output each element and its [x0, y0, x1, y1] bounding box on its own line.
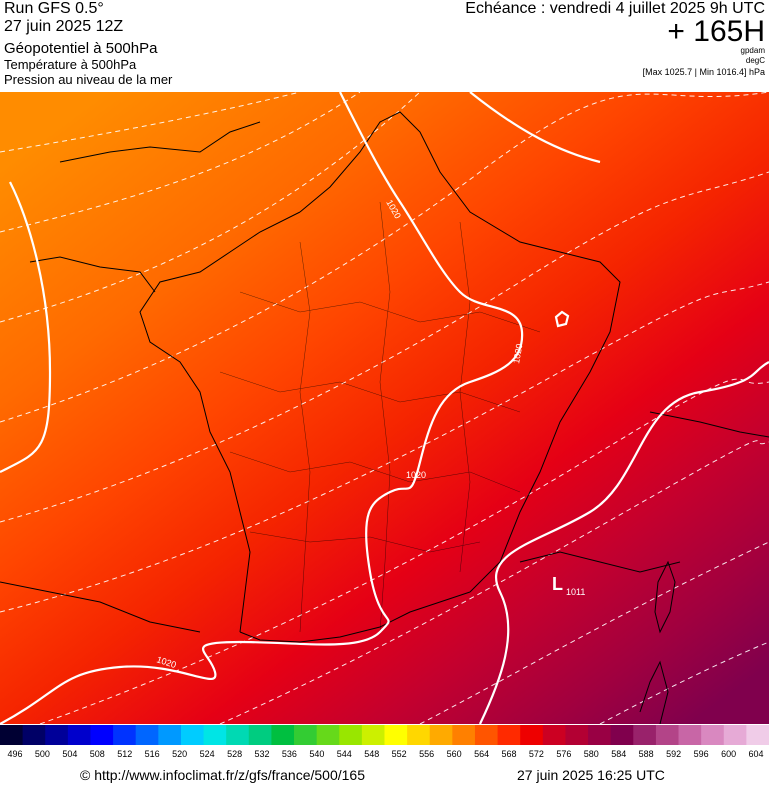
color-scale-swatch [678, 725, 702, 745]
color-scale-swatch [67, 725, 91, 745]
color-scale-tick: 596 [693, 749, 709, 759]
source-url: © http://www.infoclimat.fr/z/gfs/france/… [80, 767, 365, 783]
generated-time: 27 juin 2025 16:25 UTC [517, 767, 665, 783]
color-scale-swatch [113, 725, 137, 745]
color-scale-tick: 576 [556, 749, 572, 759]
color-scale-tick: 548 [364, 749, 380, 759]
color-scale-swatch [746, 725, 769, 745]
run-date: 27 juin 2025 12Z [4, 18, 124, 35]
color-scale-swatch [723, 725, 747, 745]
pressure-minmax: [Max 1025.7 | Min 1016.4] hPa [642, 67, 765, 77]
color-scale-swatch [542, 725, 566, 745]
color-scale-swatch [22, 725, 46, 745]
color-scale-swatch [655, 725, 680, 745]
color-scale-swatch [45, 725, 69, 745]
color-scale-tick: 560 [446, 749, 462, 759]
color-scale-tick: 528 [227, 749, 243, 759]
color-scale-tick: 532 [254, 749, 270, 759]
color-scale-ticks: 496 500 504 508 512 516 520 524 528 532 536 540 544 5… [0, 749, 769, 763]
color-scale-swatch [610, 725, 634, 745]
color-scale-swatch [339, 725, 363, 745]
geopotential-contours [0, 92, 769, 724]
color-scale-tick: 552 [391, 749, 407, 759]
color-scale-tick: 584 [611, 749, 627, 759]
color-scale-swatch [316, 725, 340, 745]
region-borders [219, 201, 541, 633]
color-scale-swatch [520, 725, 544, 745]
isobar-label: 1020 [511, 343, 524, 364]
temperature-field [0, 92, 769, 724]
color-scale-tick: 544 [336, 749, 352, 759]
pressure-low: L 1011 [552, 574, 585, 597]
color-scale-swatch [474, 725, 499, 745]
color-scale-swatch [0, 725, 24, 745]
low-marker: L [552, 574, 563, 594]
color-scale-tick: 536 [281, 749, 297, 759]
parameter-temperature: Température à 500hPa [4, 57, 137, 72]
color-scale-tick: 588 [638, 749, 654, 759]
color-scale-swatch [452, 725, 476, 745]
unit-geopotential: gpdam [740, 46, 765, 55]
color-scale-swatch [135, 725, 159, 745]
color-scale-swatch [565, 725, 589, 745]
color-scale-tick: 496 [7, 749, 23, 759]
color-scale-tick: 600 [721, 749, 737, 759]
coastlines [0, 111, 769, 724]
color-scale-tick: 504 [62, 749, 78, 759]
color-scale-swatch [180, 725, 205, 745]
header-left: Run GFS 0.5° 27 juin 2025 12Z Géopotenti… [4, 0, 172, 87]
color-scale-swatch [361, 725, 385, 745]
color-scale-tick: 556 [419, 749, 435, 759]
color-scale-swatch [701, 725, 725, 745]
color-scale [0, 725, 769, 745]
color-scale-tick: 500 [34, 749, 50, 759]
color-scale-tick: 592 [666, 749, 682, 759]
parameter-geopotential: Géopotentiel à 500hPa [4, 40, 158, 57]
color-scale-tick: 516 [144, 749, 160, 759]
forecast-time: Echéance : vendredi 4 juillet 2025 9h UT… [465, 0, 765, 17]
lead-time: + 165H [667, 15, 765, 48]
color-scale-swatch [294, 725, 318, 745]
run-title: Run GFS 0.5° [4, 0, 104, 17]
color-scale-swatch [407, 725, 431, 745]
color-scale-tick: 520 [172, 749, 188, 759]
color-scale-swatch [497, 725, 521, 745]
color-scale-swatch [271, 725, 295, 745]
color-scale-swatch [90, 725, 114, 745]
parameter-pressure: Pression au niveau de la mer [4, 72, 173, 87]
header-right: Echéance : vendredi 4 juillet 2025 9h UT… [465, 0, 765, 78]
color-scale-swatch [429, 725, 453, 745]
forecast-map: 1020 1020 1020 1020 L 1011 [0, 92, 769, 724]
isobar-label: 1020 [406, 470, 426, 480]
color-scale-tick: 512 [117, 749, 133, 759]
color-scale-tick: 604 [748, 749, 764, 759]
color-scale-swatch [588, 725, 612, 745]
color-scale-swatch [633, 725, 657, 745]
color-scale-swatch [203, 725, 227, 745]
color-scale-tick: 524 [199, 749, 215, 759]
color-scale-tick: 540 [309, 749, 325, 759]
color-scale-tick: 568 [501, 749, 517, 759]
color-scale-tick: 564 [474, 749, 490, 759]
color-scale-swatch [226, 725, 250, 745]
low-value: 1011 [566, 587, 585, 597]
color-scale-swatch [158, 725, 182, 745]
color-scale-swatch [384, 725, 408, 745]
isobars [0, 92, 769, 724]
color-scale-tick: 508 [89, 749, 105, 759]
color-scale-swatch [248, 725, 272, 745]
unit-temperature: degC [745, 56, 765, 65]
color-scale-tick: 580 [583, 749, 599, 759]
color-scale-tick: 572 [528, 749, 544, 759]
